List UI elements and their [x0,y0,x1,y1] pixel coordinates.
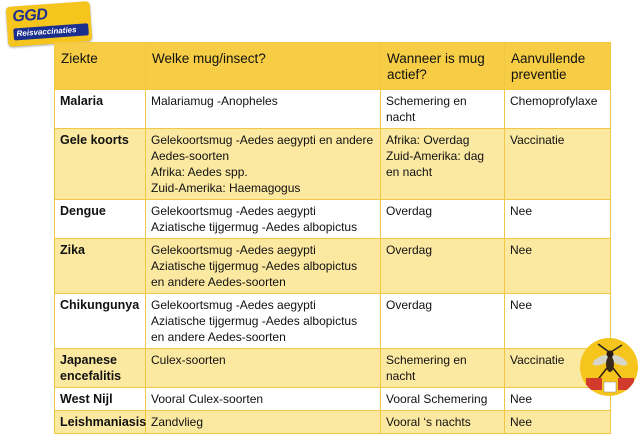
prevention-cell: Nee [504,410,611,434]
active-cell: Afrika: Overdag Zuid-Amerika: dag en nac… [380,128,505,200]
mosquito-disease-table: Ziekte Welke mug/insect? Wanneer is mug … [54,42,611,434]
vector-cell: Zandvlieg [145,410,381,434]
disease-cell: Zika [54,238,146,294]
vector-line: Malariamug -Anopheles [151,94,278,108]
disease-cell: Chikungunya [54,293,146,349]
active-cell: Schemering en nacht [380,348,505,388]
vector-line: Aziatische tijgermug -Aedes albopictus [151,220,358,234]
table-row: Dengue Gelekoortsmug -Aedes aegypti Aziati… [54,199,611,239]
table-row: Malaria Malariamug -Anopheles Schemering e… [54,89,611,129]
vector-line: Zandvlieg [151,415,204,429]
vector-cell: Malariamug -Anopheles [145,89,381,129]
vector-line: en andere Aedes-soorten [151,275,286,289]
table-row: Leishmaniasis Zandvlieg Vooral ‘s nachts Ne… [54,410,611,434]
prevention-cell: Chemoprofylaxe [504,89,611,129]
table-row: Zika Gelekoortsmug -Aedes aegypti Aziatisc… [54,238,611,294]
prevention-cell: Vaccinatie [504,128,611,200]
active-cell: Overdag [380,238,505,294]
table-body: Malaria Malariamug -Anopheles Schemering e… [54,89,611,434]
disease-cell: Dengue [54,199,146,239]
logo-subtitle: Reisvaccinaties [13,23,89,41]
active-cell: Schemering en nacht [380,89,505,129]
active-cell: Overdag [380,293,505,349]
disease-cell: Japanese encefalitis [54,348,146,388]
active-cell: Vooral Schemering [380,387,505,411]
vector-cell: Culex-soorten [145,348,381,388]
table-row: Gele koorts Gelekoortsmug -Aedes aegypti … [54,128,611,200]
header-disease: Ziekte [54,42,146,90]
disease-cell: Leishmaniasis [54,410,146,434]
vector-line: Aziatische tijgermug -Aedes albopictus [151,314,358,328]
disease-cell: West Nijl [54,387,146,411]
table-header-row: Ziekte Welke mug/insect? Wanneer is mug … [54,42,611,90]
active-cell: Overdag [380,199,505,239]
vector-line: Culex-soorten [151,353,226,367]
prevention-cell: Nee [504,238,611,294]
vector-cell: Gelekoortsmug -Aedes aegypti Aziatische t… [145,238,381,294]
vector-cell: Vooral Culex-soorten [145,387,381,411]
header-vector: Welke mug/insect? [145,42,381,90]
header-prevention: Aanvullende preventie [504,42,611,90]
ggd-logo: GGD Reisvaccinaties [5,1,93,47]
prevention-cell: Nee [504,199,611,239]
logo-brand: GGD [11,6,48,26]
vector-cell: Gelekoortsmug -Aedes aegypti en andere Ae… [145,128,381,200]
mosquito-icon [580,338,638,396]
vector-line: en andere Aedes-soorten [151,330,286,344]
table-row: Japanese encefalitis Culex-soorten Schemer… [54,348,611,388]
vector-cell: Gelekoortsmug -Aedes aegypti Aziatische t… [145,199,381,239]
table-row: West Nijl Vooral Culex-soorten Vooral Sche… [54,387,611,411]
vector-cell: Gelekoortsmug -Aedes aegypti Aziatische t… [145,293,381,349]
vector-line: Aziatische tijgermug -Aedes albopictus [151,259,358,273]
vector-line: Gelekoortsmug -Aedes aegypti en andere [151,133,374,147]
vector-line: Aedes-soorten [151,149,230,163]
vector-line: Gelekoortsmug -Aedes aegypti [151,204,316,218]
vector-line: Vooral Culex-soorten [151,392,264,406]
disease-cell: Malaria [54,89,146,129]
header-active: Wanneer is mug actief? [380,42,505,90]
active-cell: Vooral ‘s nachts [380,410,505,434]
table-row: Chikungunya Gelekoortsmug -Aedes aegypti A… [54,293,611,349]
vector-line: Gelekoortsmug -Aedes aegypti [151,243,316,257]
vector-line: Afrika: Aedes spp. [151,165,248,179]
disease-cell: Gele koorts [54,128,146,200]
vector-line: Zuid-Amerika: Haemagogus [151,181,301,195]
prevention-cell: Nee [504,293,611,349]
vector-line: Gelekoortsmug -Aedes aegypti [151,298,316,312]
